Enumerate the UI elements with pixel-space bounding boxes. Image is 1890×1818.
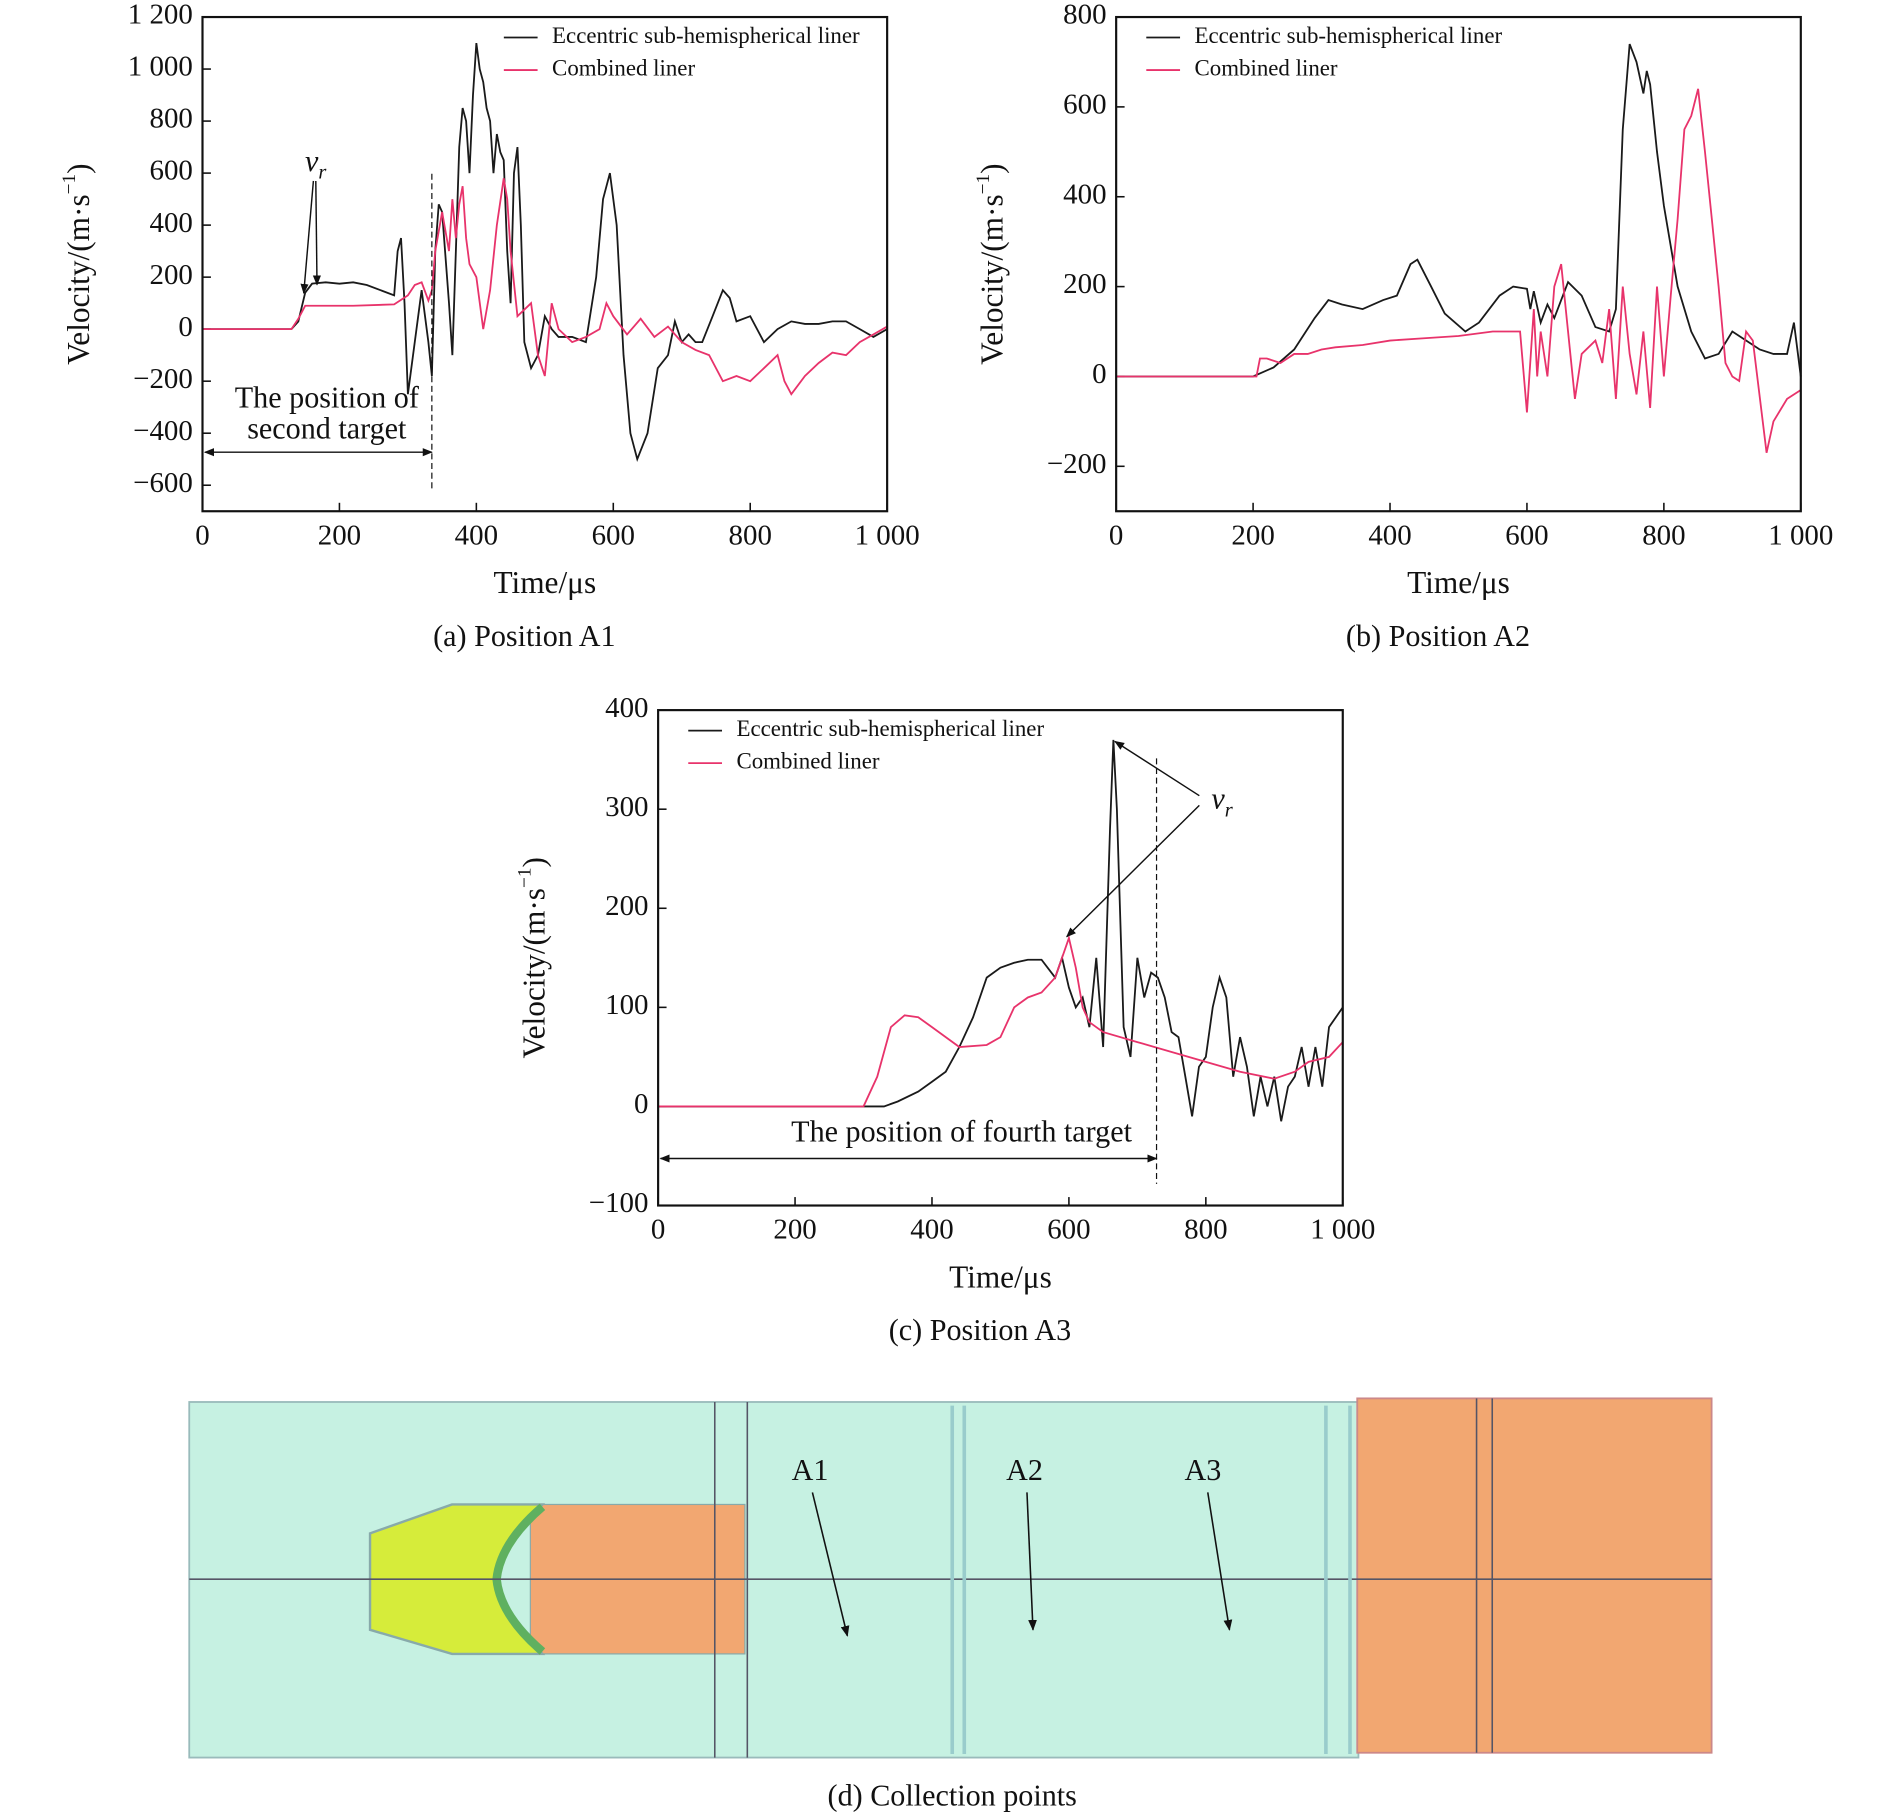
caption: (c) Position A3 bbox=[889, 1313, 1071, 1347]
diagram: A1 A2 A3 (d) Collection points bbox=[188, 1397, 1713, 1812]
y-tick-label: 800 bbox=[1063, 0, 1106, 31]
legend-label: Eccentric sub-hemispherical liner bbox=[552, 23, 860, 48]
y-tick-label: −200 bbox=[133, 363, 193, 395]
y-tick-label: 0 bbox=[1092, 358, 1106, 390]
legend-label: Combined liner bbox=[736, 748, 879, 773]
annotation-arrow bbox=[312, 180, 321, 286]
x-tick-label: 1 000 bbox=[1768, 519, 1833, 551]
y-tick-label: 600 bbox=[1063, 89, 1106, 121]
annotation-sub: r bbox=[1225, 799, 1234, 821]
x-tick-label: 0 bbox=[1109, 519, 1123, 551]
x-tick-label: 800 bbox=[1642, 519, 1685, 551]
plot-frame bbox=[1115, 15, 1802, 513]
legend-label: Combined liner bbox=[1195, 55, 1338, 80]
annotation: The position of fourth target bbox=[791, 1114, 1132, 1148]
y-tick-label: 400 bbox=[605, 692, 648, 724]
y-axis-label: Velocity/(m·s−1) bbox=[973, 163, 1010, 364]
y-tick-label: 800 bbox=[149, 103, 192, 135]
annotation-arrow bbox=[1066, 804, 1200, 938]
y-axis-label: Velocity/(m·s−1) bbox=[60, 163, 97, 364]
y-tick-label: 300 bbox=[605, 791, 648, 823]
y-axis-label-end: ) bbox=[61, 163, 96, 173]
plot-frame bbox=[201, 15, 889, 513]
series-line bbox=[658, 934, 1344, 1108]
y-tick-label: 200 bbox=[605, 890, 648, 922]
x-tick-label: 200 bbox=[773, 1214, 816, 1246]
y-tick-label: 1 200 bbox=[128, 0, 193, 31]
annotation: The position of bbox=[235, 380, 420, 414]
x-tick-label: 200 bbox=[318, 519, 361, 551]
y-axis-label-text: Velocity/(m·s bbox=[975, 194, 1010, 365]
y-tick-label: 0 bbox=[178, 311, 192, 343]
chart: −200 0 200 400 600 800 0 200 400 600 800 1 000 Eccen… bbox=[973, 0, 1833, 653]
y-axis-label-sup: −1 bbox=[60, 174, 81, 195]
point-label: A3 bbox=[1185, 1453, 1222, 1487]
point-label: A1 bbox=[792, 1453, 829, 1487]
series-line bbox=[202, 178, 888, 396]
x-tick-label: 400 bbox=[455, 519, 498, 551]
caption: (a) Position A1 bbox=[433, 619, 615, 653]
y-tick-label: 100 bbox=[605, 989, 648, 1021]
x-axis-label: Time/μs bbox=[1407, 565, 1510, 600]
y-axis-label-text: Velocity/(m·s bbox=[61, 194, 96, 365]
x-tick-label: 400 bbox=[910, 1214, 953, 1246]
y-tick-label: 0 bbox=[634, 1088, 648, 1120]
x-tick-label: 600 bbox=[1505, 519, 1548, 551]
y-axis-label-end: ) bbox=[517, 857, 552, 867]
plot-frame bbox=[657, 709, 1344, 1207]
x-axis-label: Time/μs bbox=[493, 565, 596, 600]
caption: (b) Position A2 bbox=[1346, 619, 1530, 653]
x-tick-label: 800 bbox=[1184, 1214, 1227, 1246]
y-tick-label: −400 bbox=[133, 415, 193, 447]
annotation-sub: r bbox=[318, 161, 327, 183]
legend-label: Combined liner bbox=[552, 55, 695, 80]
target-block bbox=[1356, 1397, 1713, 1754]
y-tick-label: 400 bbox=[149, 207, 192, 239]
x-tick-label: 800 bbox=[729, 519, 772, 551]
x-tick-label: 1 000 bbox=[1310, 1214, 1375, 1246]
y-axis-label-sup: −1 bbox=[973, 174, 994, 195]
series-line bbox=[202, 42, 888, 463]
x-tick-label: 400 bbox=[1368, 519, 1411, 551]
series-line bbox=[1116, 43, 1802, 378]
plates bbox=[950, 1405, 1352, 1754]
y-axis-label-end: ) bbox=[975, 163, 1010, 173]
caption: (d) Collection points bbox=[828, 1778, 1077, 1812]
y-tick-label: −100 bbox=[589, 1187, 649, 1219]
series-line bbox=[1116, 88, 1802, 453]
point-arrows bbox=[811, 1492, 1233, 1637]
annotation: second target bbox=[247, 412, 407, 446]
x-tick-label: 0 bbox=[195, 519, 209, 551]
legend-label: Eccentric sub-hemispherical liner bbox=[736, 716, 1044, 741]
y-tick-label: 400 bbox=[1063, 178, 1106, 210]
y-tick-label: 600 bbox=[149, 155, 192, 187]
series-line bbox=[658, 739, 1344, 1122]
y-tick-label: −200 bbox=[1047, 448, 1107, 480]
y-tick-label: 200 bbox=[149, 259, 192, 291]
x-tick-label: 0 bbox=[651, 1214, 665, 1246]
y-axis-label-text: Velocity/(m·s bbox=[517, 888, 552, 1059]
x-axis-label: Time/μs bbox=[949, 1259, 1052, 1294]
y-tick-label: −600 bbox=[133, 467, 193, 499]
y-axis-label: Velocity/(m·s−1) bbox=[515, 857, 552, 1058]
x-tick-label: 200 bbox=[1231, 519, 1274, 551]
chart: −600 −400 −200 0 200 400 600 800 1 000 1 200 0 200 4… bbox=[60, 0, 920, 653]
point-label: A2 bbox=[1006, 1453, 1043, 1487]
annotation-text: v bbox=[305, 144, 319, 178]
annotation: vr bbox=[305, 144, 327, 183]
annotation-text: v bbox=[1211, 782, 1225, 816]
legend-label: Eccentric sub-hemispherical liner bbox=[1195, 23, 1503, 48]
annotation-arrow bbox=[300, 180, 315, 295]
y-tick-label: 1 000 bbox=[128, 51, 193, 83]
x-tick-label: 600 bbox=[1047, 1214, 1090, 1246]
y-tick-label: 200 bbox=[1063, 268, 1106, 300]
x-tick-label: 600 bbox=[592, 519, 635, 551]
annotation: vr bbox=[1211, 782, 1233, 821]
y-axis-label-sup: −1 bbox=[515, 868, 536, 889]
x-tick-label: 1 000 bbox=[855, 519, 920, 551]
